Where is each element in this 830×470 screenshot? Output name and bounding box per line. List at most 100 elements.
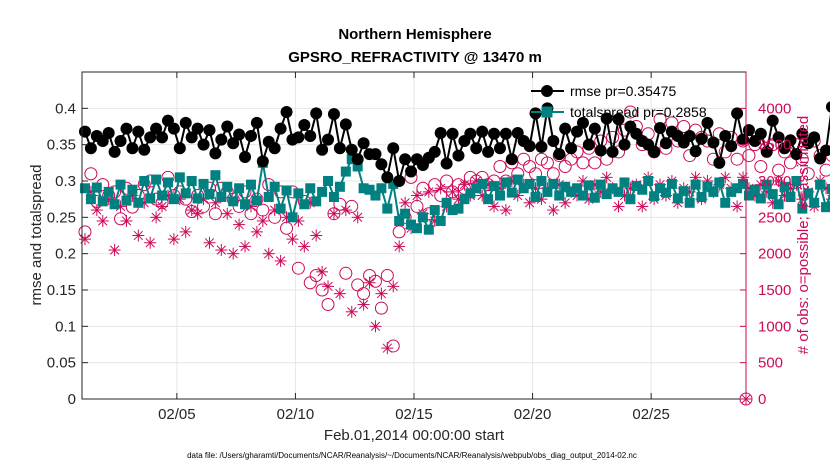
asterisk-stroke	[412, 190, 422, 201]
totalspread-point	[210, 170, 221, 181]
totalspread-point	[536, 176, 547, 186]
asterisk-stroke	[92, 205, 102, 215]
rmse-point	[547, 135, 560, 148]
rmse-point	[754, 127, 767, 140]
rmse-point	[618, 138, 631, 151]
totalspread-point	[299, 199, 310, 210]
possible-point	[440, 174, 454, 188]
rmse-point	[452, 149, 465, 162]
rmse-point	[582, 138, 595, 151]
possible-point	[600, 152, 614, 166]
totalspread-point	[97, 196, 108, 207]
possible-point	[321, 298, 335, 312]
totalspread-point	[388, 178, 399, 189]
x-tick-label: 02/10	[277, 406, 315, 423]
rmse-point	[185, 131, 198, 144]
asterisk-stroke	[560, 198, 570, 208]
asterisk-stroke	[353, 212, 363, 223]
rmse-point	[327, 108, 340, 121]
legend-label-rmse: rmse pr=0.35475	[570, 83, 676, 99]
rmse-point	[695, 132, 708, 145]
rmse-point	[274, 122, 287, 135]
rmse-point	[612, 113, 625, 126]
assimilated-point	[422, 185, 435, 198]
assimilated-point	[250, 225, 263, 238]
y-left-tick-label: 0.1	[55, 318, 76, 335]
rmse-point	[108, 145, 121, 158]
rmse-point	[499, 127, 512, 140]
totalspread-point	[251, 195, 262, 206]
assimilated-point	[120, 214, 133, 227]
possible-point	[742, 149, 756, 163]
asterisk-stroke	[121, 216, 132, 226]
totalspread-point	[447, 205, 458, 216]
totalspread-point	[500, 177, 511, 188]
asterisk-stroke	[501, 205, 511, 215]
assimilated-point	[393, 240, 406, 253]
y-right-tick-label: 3000	[758, 173, 791, 190]
totalspread-point	[151, 174, 162, 185]
rmse-point	[405, 165, 418, 178]
asterisk-stroke	[275, 256, 286, 266]
totalspread-point	[305, 183, 316, 194]
zero-obs-asterisk	[740, 393, 752, 405]
totalspread-point	[334, 181, 345, 192]
assimilated-point	[233, 218, 246, 231]
totalspread-point	[702, 181, 713, 192]
y-left-tick-label: 0	[68, 391, 76, 408]
totalspread-point	[406, 219, 417, 230]
totalspread-point	[79, 183, 90, 194]
y-left-tick-label: 0.05	[47, 355, 76, 372]
totalspread-point	[785, 191, 796, 202]
asterisk-stroke	[228, 248, 238, 259]
rmse-point	[820, 144, 830, 157]
rmse-point	[221, 120, 234, 133]
legend-marker-rmse	[541, 85, 553, 97]
possible-point	[374, 301, 388, 315]
possible-point	[380, 268, 394, 282]
rmse-point	[375, 158, 388, 171]
rmse-point	[648, 145, 661, 158]
rmse-point	[126, 142, 139, 155]
asterisk-stroke	[317, 267, 327, 277]
asterisk-stroke	[613, 201, 624, 212]
rmse-point	[559, 122, 572, 135]
rmse-point	[654, 121, 667, 134]
assimilated-point	[333, 287, 346, 300]
asterisk-stroke	[400, 198, 410, 208]
rmse-point	[138, 143, 151, 156]
asterisk-stroke	[258, 216, 268, 226]
asterisk-stroke	[335, 288, 345, 299]
asterisk-stroke	[773, 176, 784, 186]
totalspread-point	[441, 197, 452, 208]
asterisk-stroke	[741, 394, 751, 404]
totalspread-point	[589, 192, 600, 203]
totalspread-point	[145, 193, 156, 204]
rmse-point	[529, 107, 542, 120]
series-totalspread	[79, 154, 830, 235]
y-left-tick-label: 0.2	[55, 246, 76, 263]
asterisk-stroke	[293, 216, 304, 226]
possible-point	[801, 167, 815, 181]
assimilated-point	[227, 247, 240, 260]
rmse-point	[84, 142, 97, 155]
y-left-tick-label: 0.25	[47, 209, 76, 226]
possible-point	[819, 163, 830, 177]
rmse-point	[197, 138, 210, 151]
y-left-tick-label: 0.35	[47, 137, 76, 154]
assimilated-point	[179, 225, 192, 238]
asterisk-stroke	[187, 205, 197, 215]
rmse-point	[784, 134, 797, 147]
x-tick-label: 02/05	[158, 406, 196, 423]
y-right-tick-label: 1000	[758, 318, 791, 335]
rmse-point	[588, 122, 601, 135]
assimilated-point	[322, 280, 335, 293]
asterisk-stroke	[133, 230, 143, 241]
totalspread-point	[245, 179, 256, 190]
totalspread-point	[761, 179, 772, 190]
totalspread-point	[370, 190, 381, 201]
rmse-point	[790, 148, 803, 161]
totalspread-point	[240, 199, 251, 210]
totalspread-point	[530, 191, 541, 202]
